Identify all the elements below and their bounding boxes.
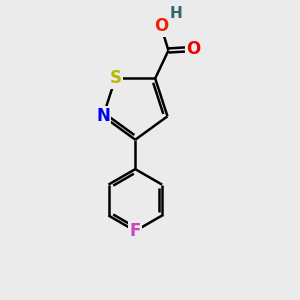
Text: S: S xyxy=(110,69,122,87)
Text: N: N xyxy=(96,107,110,125)
Text: O: O xyxy=(186,40,201,58)
Text: H: H xyxy=(170,6,183,21)
Text: F: F xyxy=(130,222,141,240)
Text: O: O xyxy=(154,17,168,35)
